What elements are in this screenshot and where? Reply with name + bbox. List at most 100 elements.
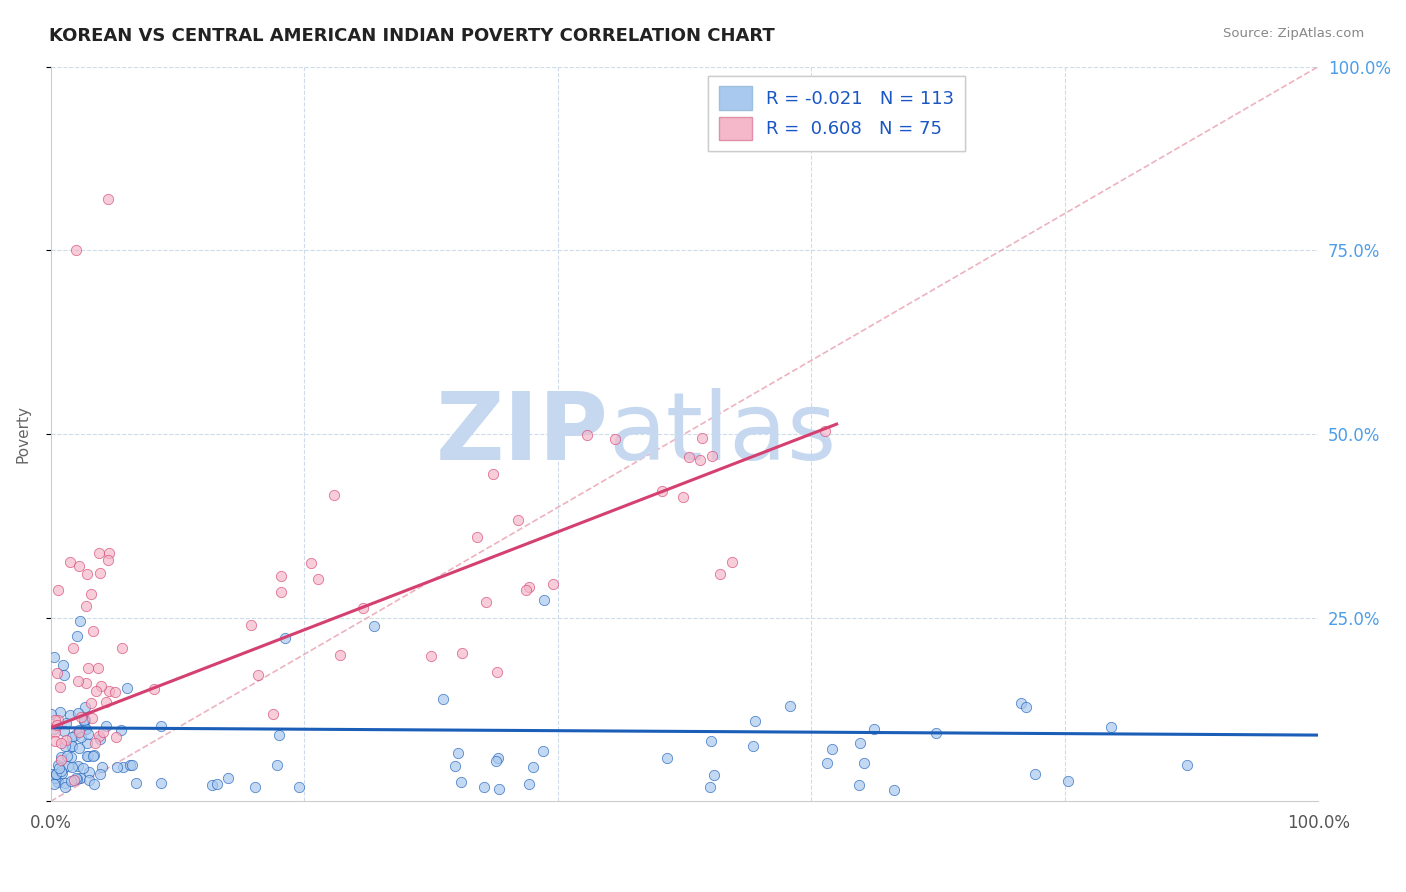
Point bbox=[150, 718, 173, 732]
Point bbox=[508, 513, 530, 527]
Point bbox=[66, 706, 89, 720]
Point bbox=[432, 691, 454, 706]
Point bbox=[75, 599, 97, 613]
Point bbox=[69, 614, 91, 628]
Point bbox=[67, 723, 90, 738]
Point bbox=[815, 756, 838, 770]
Point bbox=[541, 576, 564, 591]
Point bbox=[44, 772, 66, 786]
Point bbox=[56, 749, 79, 764]
Point bbox=[76, 676, 98, 690]
Point bbox=[49, 750, 72, 764]
Point bbox=[97, 553, 120, 567]
Point bbox=[82, 748, 104, 763]
Point bbox=[41, 767, 63, 781]
Point bbox=[517, 777, 540, 791]
Point bbox=[485, 665, 508, 679]
Point bbox=[84, 683, 107, 698]
Point bbox=[270, 585, 292, 599]
Point bbox=[678, 450, 700, 465]
Point bbox=[1010, 696, 1032, 710]
Point bbox=[89, 566, 111, 581]
Point bbox=[59, 556, 82, 570]
Point bbox=[39, 706, 62, 721]
Point bbox=[262, 706, 284, 721]
Point bbox=[247, 668, 270, 682]
Point bbox=[576, 428, 599, 442]
Point bbox=[58, 708, 80, 723]
Point bbox=[56, 759, 79, 773]
Point bbox=[1015, 699, 1038, 714]
Point bbox=[690, 431, 713, 445]
Point bbox=[53, 780, 76, 794]
Point bbox=[69, 772, 91, 786]
Point bbox=[60, 739, 83, 754]
Point bbox=[73, 713, 96, 727]
Point bbox=[77, 764, 100, 779]
Point bbox=[76, 749, 98, 764]
Point bbox=[63, 728, 86, 742]
Point bbox=[515, 582, 537, 597]
Point bbox=[94, 695, 117, 709]
Point bbox=[363, 619, 385, 633]
Point bbox=[73, 722, 96, 736]
Point bbox=[883, 782, 905, 797]
Point bbox=[53, 739, 76, 754]
Point bbox=[77, 748, 100, 763]
Point bbox=[46, 758, 69, 772]
Point bbox=[77, 661, 100, 675]
Point bbox=[703, 768, 725, 782]
Point bbox=[73, 714, 96, 728]
Point bbox=[65, 771, 87, 785]
Point bbox=[862, 722, 884, 736]
Point bbox=[66, 759, 89, 773]
Point bbox=[105, 760, 128, 774]
Point bbox=[269, 728, 291, 742]
Point bbox=[488, 782, 510, 797]
Point bbox=[245, 780, 267, 795]
Point bbox=[51, 766, 73, 780]
Point bbox=[605, 432, 627, 446]
Point bbox=[83, 736, 105, 750]
Point bbox=[89, 731, 111, 746]
Point bbox=[517, 580, 540, 594]
Point bbox=[700, 449, 723, 463]
Point bbox=[482, 467, 505, 482]
Point bbox=[118, 758, 141, 772]
Point bbox=[60, 739, 83, 753]
Point bbox=[75, 722, 97, 736]
Point bbox=[67, 673, 90, 688]
Y-axis label: Poverty: Poverty bbox=[15, 405, 30, 463]
Point bbox=[852, 756, 875, 770]
Point bbox=[60, 760, 83, 774]
Point bbox=[79, 587, 101, 601]
Point bbox=[72, 761, 94, 775]
Point bbox=[97, 192, 120, 206]
Point bbox=[76, 736, 98, 750]
Point bbox=[87, 661, 110, 675]
Point bbox=[485, 754, 508, 768]
Point bbox=[45, 666, 67, 681]
Point bbox=[69, 730, 91, 744]
Point bbox=[1024, 767, 1046, 781]
Point bbox=[672, 490, 695, 504]
Point bbox=[848, 735, 870, 749]
Point bbox=[274, 631, 297, 645]
Point bbox=[446, 746, 468, 760]
Point bbox=[44, 767, 66, 781]
Point bbox=[720, 555, 742, 569]
Point bbox=[42, 650, 65, 665]
Point bbox=[201, 778, 224, 792]
Point bbox=[44, 713, 66, 727]
Point bbox=[475, 595, 498, 609]
Point bbox=[45, 766, 67, 780]
Point bbox=[90, 679, 112, 693]
Point bbox=[651, 484, 673, 499]
Point bbox=[83, 747, 105, 762]
Point bbox=[82, 624, 104, 638]
Point bbox=[46, 582, 69, 597]
Point bbox=[66, 772, 89, 787]
Point bbox=[744, 714, 766, 728]
Point bbox=[46, 718, 69, 732]
Point bbox=[472, 780, 495, 795]
